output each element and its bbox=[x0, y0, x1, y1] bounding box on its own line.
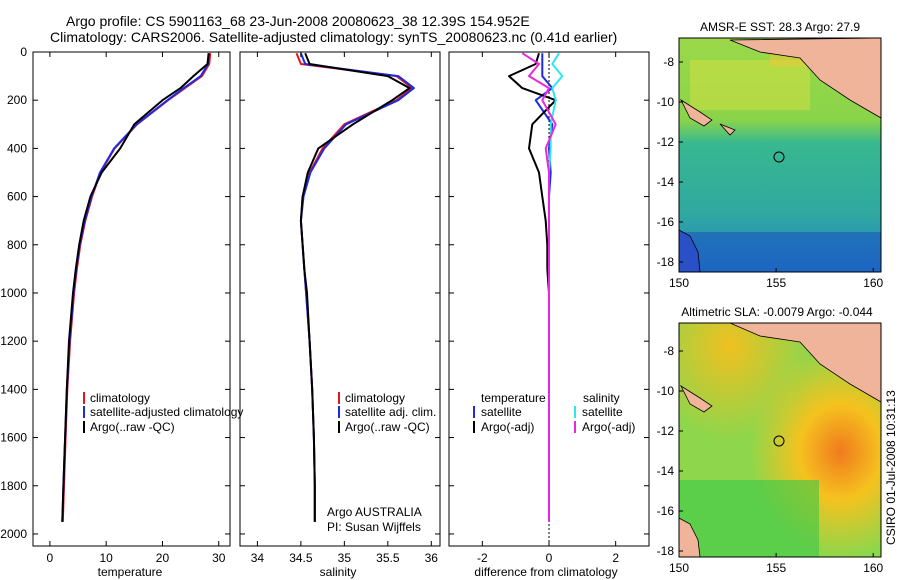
sst-map-title: AMSR-E SST: 28.3 Argo: 27.9 bbox=[700, 20, 860, 34]
x-tick-label: 30 bbox=[212, 551, 226, 565]
map-y-tick-label: -10 bbox=[657, 384, 675, 398]
legend-label-argo: Argo(..raw -QC) bbox=[90, 420, 175, 434]
map-y-tick-label: -12 bbox=[657, 424, 675, 438]
temperature-xlabel: temperature bbox=[98, 565, 163, 579]
argo-program-label: Argo AUSTRALIA bbox=[327, 505, 422, 519]
land-australia bbox=[679, 229, 701, 272]
legend-label-climatology: climatology bbox=[345, 391, 405, 405]
x-tick-label: -2 bbox=[477, 551, 488, 565]
y-tick-label: 1000 bbox=[0, 286, 27, 300]
legend-heading-salinity: salinity bbox=[583, 391, 620, 405]
sla-map-ticks: 150 155 160 -8 -10 -12 -14 -16 -18 bbox=[657, 344, 884, 575]
y-tick-label: 0 bbox=[20, 45, 27, 59]
map-y-tick-label: -14 bbox=[657, 464, 675, 478]
y-tick-label: 1600 bbox=[0, 431, 27, 445]
y-tick-label: 400 bbox=[7, 141, 27, 155]
sla-map-frame bbox=[678, 322, 882, 558]
figure-title-line2: Climatology: CARS2006. Satellite-adjuste… bbox=[50, 29, 618, 45]
salinity-xlabel: salinity bbox=[320, 565, 357, 579]
sst-map-ticks: 150 155 160 -8 -10 -12 -14 -16 -18 bbox=[657, 55, 884, 290]
legend-label-climatology: climatology bbox=[90, 391, 150, 405]
sla-map-title: Altimetric SLA: -0.0079 Argo: -0.044 bbox=[681, 305, 873, 319]
series-line-salinity-argo-adj- bbox=[521, 52, 557, 522]
salinity-plot-frame bbox=[239, 51, 441, 547]
map-y-tick-label: -8 bbox=[663, 55, 674, 69]
figure-title-line1: Argo profile: CS 5901163_68 23-Jun-2008 … bbox=[66, 13, 530, 29]
map-y-tick-label: -18 bbox=[657, 255, 675, 269]
land-islands bbox=[680, 98, 713, 127]
legend-label-temp-argo: Argo(-adj) bbox=[481, 420, 534, 434]
temperature-legend: climatology satellite-adjusted climatolo… bbox=[83, 391, 243, 434]
salinity-series bbox=[295, 52, 415, 522]
temperature-series bbox=[61, 53, 212, 522]
y-tick-label: 1400 bbox=[0, 382, 27, 396]
legend-label-argo: Argo(..raw -QC) bbox=[345, 420, 430, 434]
map-y-tick-label: -8 bbox=[663, 344, 674, 358]
series-line-satellite-adj-clim- bbox=[299, 52, 415, 522]
land-islands bbox=[719, 123, 736, 136]
land-islands bbox=[680, 384, 713, 413]
axes-ticks: 0 10 20 30020040060080010001200140016001800… bbox=[0, 45, 649, 565]
map-y-tick-label: -16 bbox=[657, 504, 675, 518]
y-tick-label: 600 bbox=[7, 190, 27, 204]
difference-series bbox=[508, 52, 564, 546]
salinity-legend: climatology satellite adj. clim. Argo(..… bbox=[327, 391, 436, 534]
sst-cool-patch bbox=[679, 232, 881, 272]
argo-position-marker bbox=[773, 435, 785, 447]
series-line-argo-raw-qc- bbox=[61, 53, 210, 522]
x-tick-label: 2 bbox=[612, 551, 619, 565]
map-x-tick-label: 150 bbox=[669, 561, 689, 575]
map-y-tick-label: -10 bbox=[657, 95, 675, 109]
x-tick-label: 10 bbox=[99, 551, 113, 565]
y-tick-label: 800 bbox=[7, 238, 27, 252]
y-tick-label: 2000 bbox=[0, 527, 27, 541]
y-tick-label: 1200 bbox=[0, 334, 27, 348]
sla-green-band bbox=[679, 480, 819, 557]
land-australia bbox=[679, 517, 701, 557]
map-y-tick-label: -12 bbox=[657, 135, 675, 149]
legend-label-satellite: satellite adj. clim. bbox=[345, 405, 436, 419]
y-tick-label: 200 bbox=[7, 93, 27, 107]
y-tick-label: 1800 bbox=[0, 479, 27, 493]
map-y-tick-label: -14 bbox=[657, 175, 675, 189]
map-x-tick-label: 160 bbox=[863, 561, 883, 575]
map-y-tick-label: -18 bbox=[657, 544, 675, 558]
map-x-tick-label: 160 bbox=[863, 276, 883, 290]
x-tick-label: 0 bbox=[546, 551, 553, 565]
x-tick-label: 36 bbox=[425, 551, 439, 565]
series-line-argo-raw-qc- bbox=[299, 52, 411, 522]
legend-label-temp-satellite: satellite bbox=[481, 405, 522, 419]
land-new-guinea bbox=[729, 38, 881, 119]
sst-warm-patch bbox=[690, 60, 810, 110]
temperature-plot-frame bbox=[32, 51, 231, 547]
x-tick-label: 34 bbox=[251, 551, 265, 565]
legend-label-sal-argo: Argo(-adj) bbox=[582, 420, 635, 434]
x-tick-label: 35.5 bbox=[376, 551, 400, 565]
argo-pi-label: PI: Susan Wijffels bbox=[327, 520, 421, 534]
difference-legend: temperature satellite Argo(-adj) salinit… bbox=[473, 391, 635, 434]
difference-xlabel: difference from climatology bbox=[474, 565, 617, 579]
argo-position-marker bbox=[773, 151, 785, 163]
x-tick-label: 35 bbox=[338, 551, 352, 565]
map-x-tick-label: 155 bbox=[766, 276, 786, 290]
map-y-tick-label: -16 bbox=[657, 215, 675, 229]
legend-label-sal-satellite: satellite bbox=[582, 405, 623, 419]
csiro-credit: CSIRO 01-Jul-2008 10:31:13 bbox=[884, 390, 898, 545]
sst-map-image bbox=[679, 38, 881, 272]
sst-map-frame bbox=[678, 37, 882, 273]
x-tick-label: 20 bbox=[156, 551, 170, 565]
legend-label-satellite: satellite-adjusted climatology bbox=[90, 405, 243, 419]
map-x-tick-label: 155 bbox=[766, 561, 786, 575]
x-tick-label: 0 bbox=[47, 551, 54, 565]
sla-map-image bbox=[679, 323, 881, 557]
map-x-tick-label: 150 bbox=[669, 276, 689, 290]
legend-heading-temperature: temperature bbox=[481, 391, 546, 405]
land-new-guinea bbox=[729, 323, 881, 403]
x-tick-label: 34.5 bbox=[289, 551, 313, 565]
